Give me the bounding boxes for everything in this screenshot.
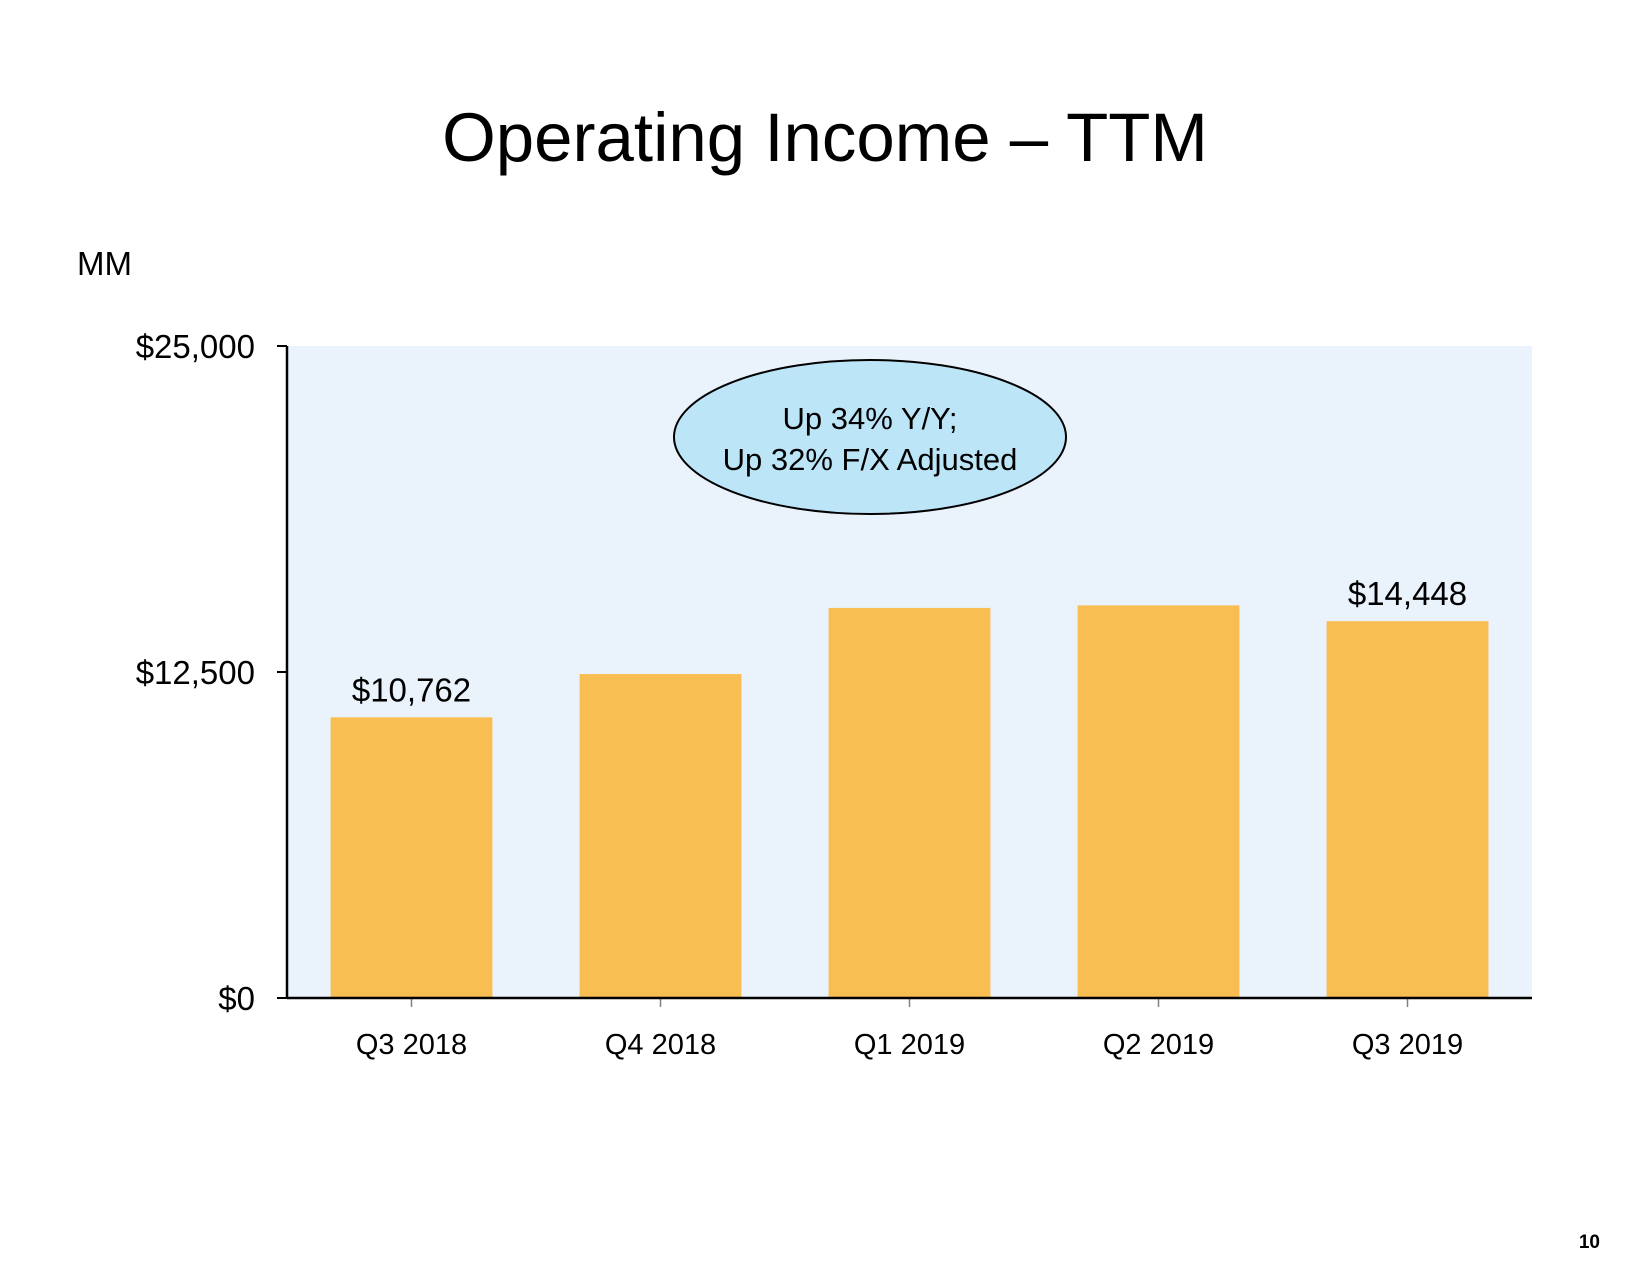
page-number: 10 [1578,1232,1600,1253]
bar-q3-2018 [330,717,493,998]
x-tick-label: Q3 2018 [356,1029,467,1061]
axes-layer [277,345,1532,1007]
y-tick-label: $12,500 [136,654,255,691]
data-label-q3-2019: $14,448 [1348,575,1467,612]
x-tick-label: Q3 2019 [1352,1029,1463,1061]
unit-label: MM [77,245,132,282]
bar-q2-2019 [1077,605,1240,998]
bar-q1-2019 [828,607,991,998]
callout-line-2: Up 32% F/X Adjusted [723,442,1018,477]
bar-q3-2019 [1326,621,1489,998]
data-label-q3-2018: $10,762 [352,671,471,708]
x-tick-label: Q2 2019 [1103,1029,1214,1061]
y-tick-label: $25,000 [136,328,255,365]
bars-layer [330,605,1489,998]
x-tick-label: Q1 2019 [854,1029,965,1061]
y-tick-label: $0 [218,980,255,1017]
x-tick-label: Q4 2018 [605,1029,716,1061]
callout: Up 34% Y/Y; Up 32% F/X Adjusted [673,359,1067,515]
bar-q4-2018 [579,674,742,998]
slide-title: Operating Income – TTM [442,99,1208,176]
callout-ellipse [673,359,1067,515]
labels-layer: $10,762 Q3 2018 Q4 2018 Q1 2019 Q2 2019 $14,4… [136,328,1467,1061]
callout-line-1: Up 34% Y/Y; [783,401,958,436]
